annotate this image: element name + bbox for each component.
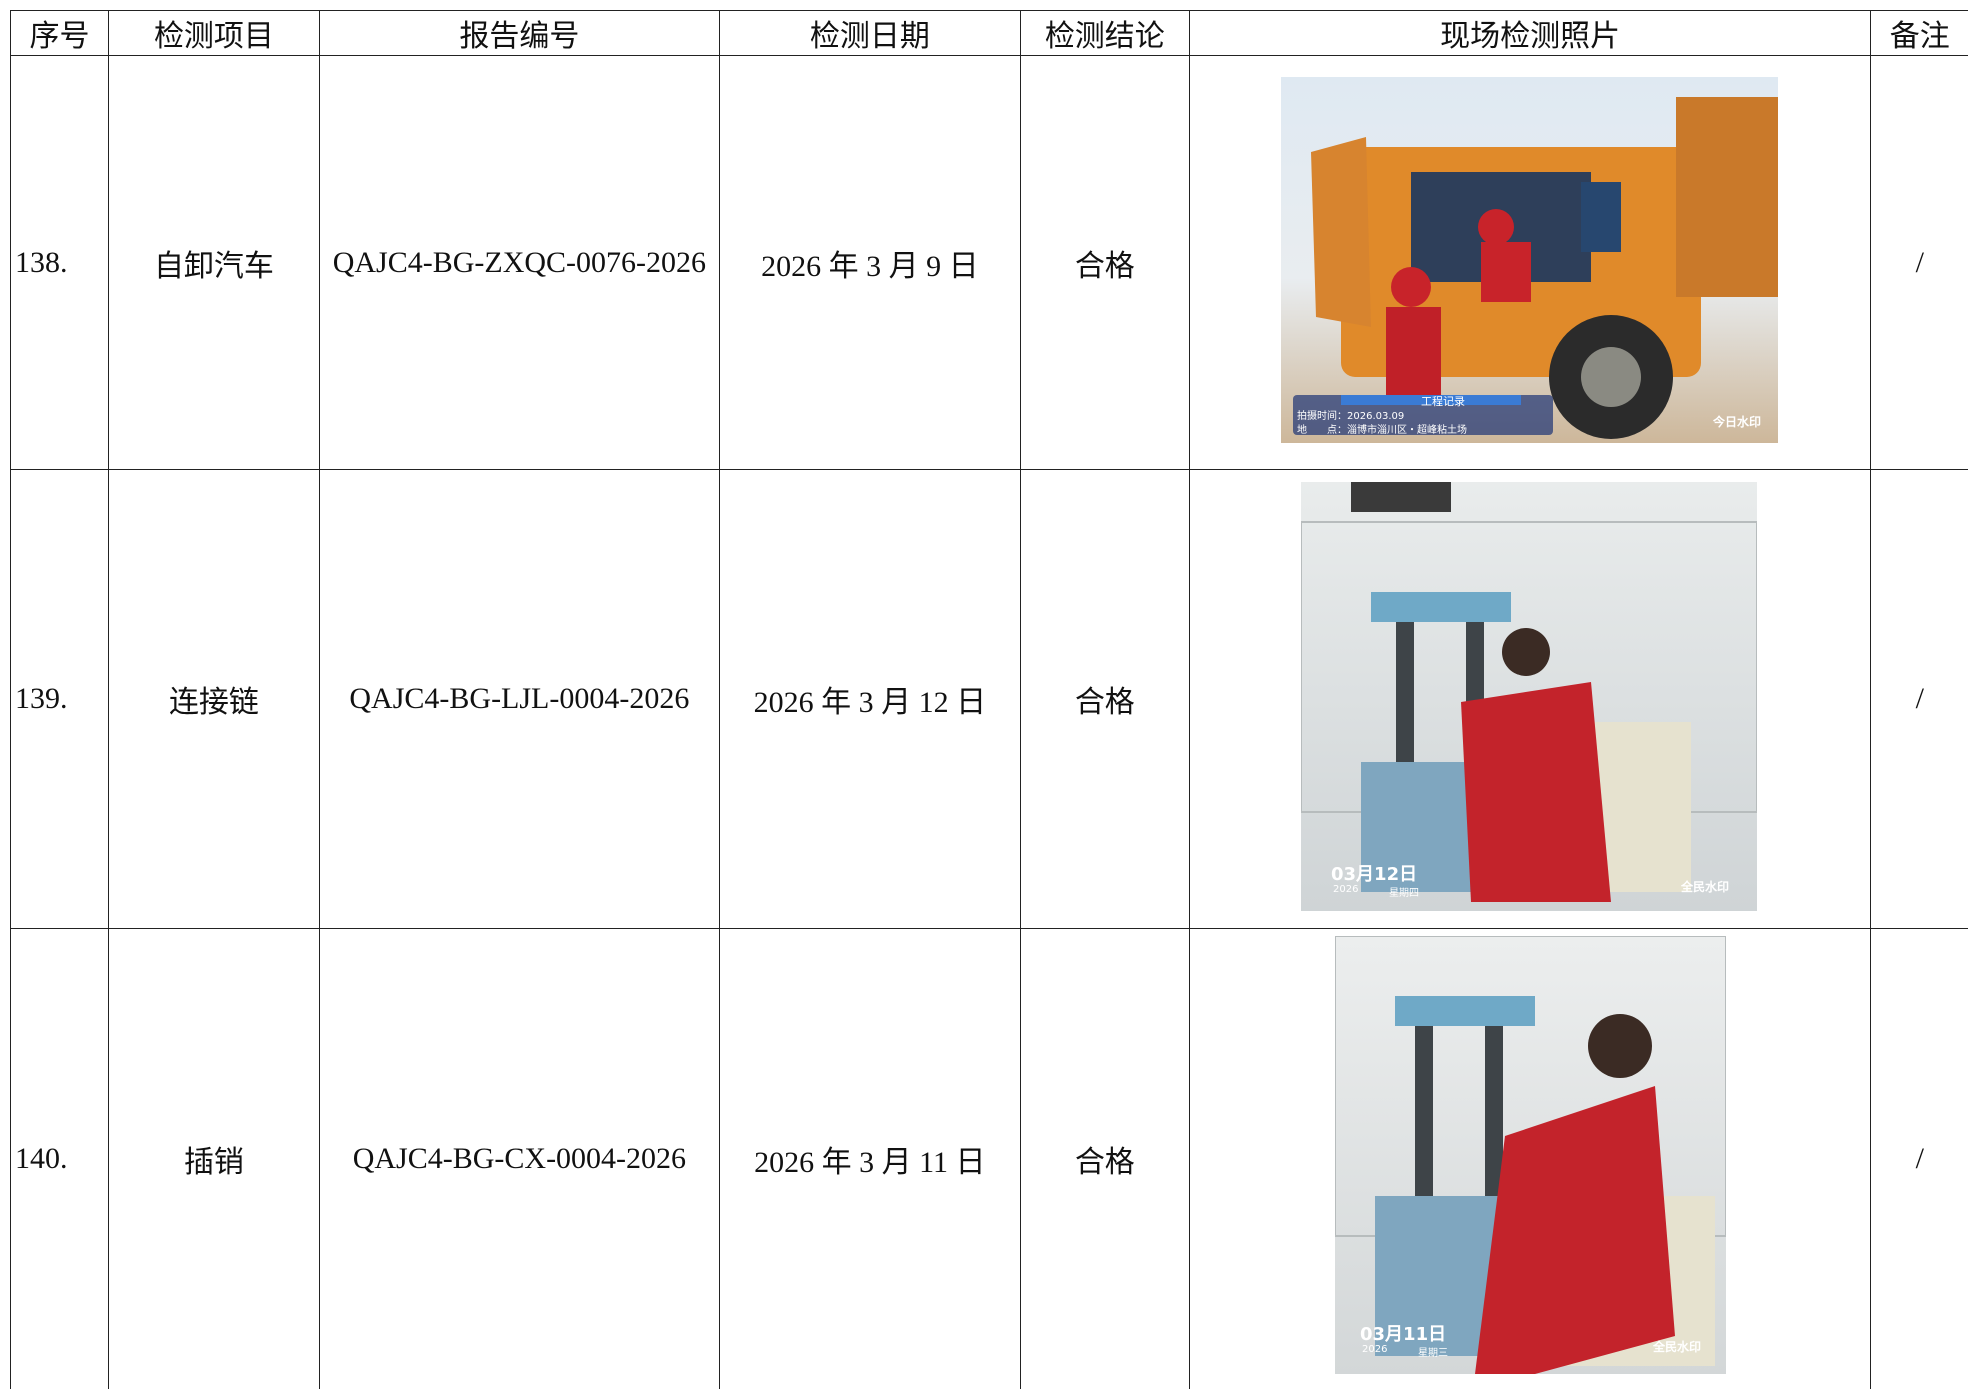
watermark-weekday: 星期四 [1389, 884, 1419, 899]
header-cell: 序号 [11, 11, 109, 56]
cell: 合格 [1020, 56, 1189, 470]
cell: 2026 年 3 月 9 日 [719, 56, 1020, 470]
watermark-place: 地 点：淄博市淄川区・超峰粘土场 [1297, 421, 1467, 436]
cell: 139. [11, 470, 109, 929]
site-photo: 03月11日 2026 星期三 全民水印 [1335, 936, 1726, 1374]
watermark-brand: 今日水印 [1713, 413, 1761, 430]
site-photo: 工程记录 拍摄时间：2026.03.09 地 点：淄博市淄川区・超峰粘土场 今日… [1281, 77, 1778, 443]
watermark-title: 工程记录 [1421, 393, 1465, 409]
cell: 连接链 [108, 470, 319, 929]
cell: 合格 [1020, 929, 1189, 1389]
watermark-brand: 全民水印 [1653, 1338, 1701, 1355]
watermark-time: 拍摄时间：2026.03.09 [1297, 407, 1404, 422]
cell: 138. [11, 56, 109, 470]
cell: 插销 [108, 929, 319, 1389]
cell: 140. [11, 929, 109, 1389]
cell: 2026 年 3 月 11 日 [719, 929, 1020, 1389]
header-cell: 现场检测照片 [1189, 11, 1871, 56]
cell: QAJC4-BG-LJL-0004-2026 [319, 470, 719, 929]
header-cell: 报告编号 [319, 11, 719, 56]
cell: QAJC4-BG-ZXQC-0076-2026 [319, 56, 719, 470]
watermark-year: 2026 [1333, 884, 1358, 895]
cell: 合格 [1020, 470, 1189, 929]
photo-illustration [1335, 936, 1726, 1374]
header-row: 序号 检测项目 报告编号 检测日期 检测结论 现场检测照片 备注 [11, 11, 1968, 56]
watermark-brand: 全民水印 [1681, 878, 1729, 895]
cell: / [1871, 470, 1968, 929]
watermark-date: 03月12日 [1331, 860, 1417, 886]
photo-illustration [1281, 77, 1778, 443]
watermark-year: 2026 [1362, 1344, 1387, 1355]
cell: 自卸汽车 [108, 56, 319, 470]
header-cell: 检测项目 [108, 11, 319, 56]
watermark-date: 03月11日 [1360, 1320, 1446, 1346]
cell: / [1871, 929, 1968, 1389]
watermark-weekday: 星期三 [1418, 1344, 1448, 1359]
photo-illustration [1301, 482, 1757, 911]
site-photo: 03月12日 2026 星期四 全民水印 [1301, 482, 1757, 911]
cell: QAJC4-BG-CX-0004-2026 [319, 929, 719, 1389]
header-cell: 检测日期 [719, 11, 1020, 56]
cell: / [1871, 56, 1968, 470]
header-cell: 检测结论 [1020, 11, 1189, 56]
cell: 2026 年 3 月 12 日 [719, 470, 1020, 929]
header-cell: 备注 [1871, 11, 1968, 56]
